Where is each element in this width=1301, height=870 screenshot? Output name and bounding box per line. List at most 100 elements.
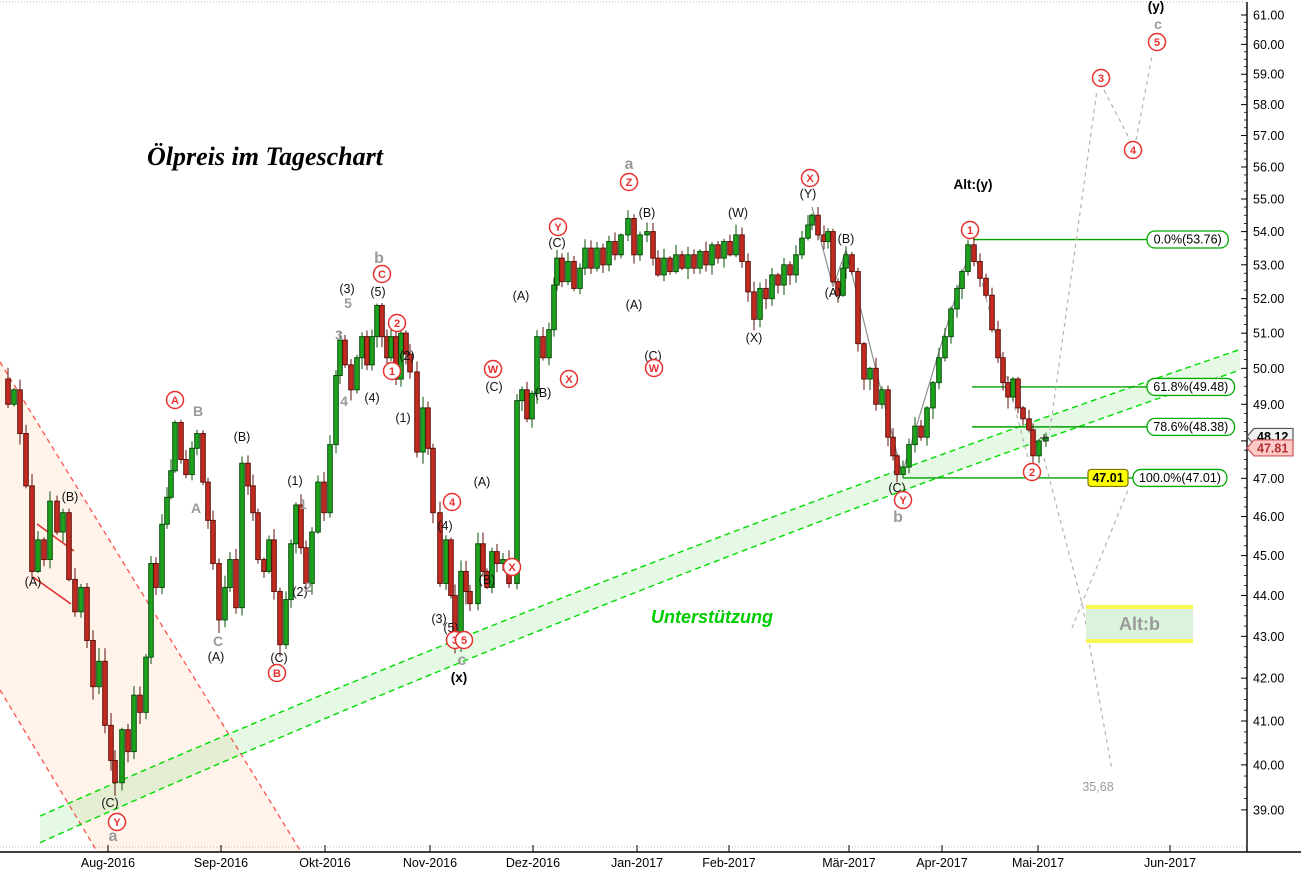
svg-text:A: A (191, 500, 201, 516)
wave-circle[interactable] (893, 490, 913, 510)
svg-text:(A): (A) (474, 475, 491, 489)
support-channel[interactable] (39, 348, 1241, 844)
wave-circle[interactable] (107, 812, 127, 832)
chart-title-annotation[interactable]: Ölpreis im Tageschart (147, 142, 383, 171)
fib-label-box[interactable] (1146, 417, 1236, 437)
candle (261, 559, 267, 572)
wave-circle[interactable] (644, 358, 664, 378)
svg-text:5: 5 (461, 635, 467, 647)
wave-circle[interactable] (800, 168, 820, 188)
candle (1015, 378, 1021, 409)
candle (965, 244, 971, 273)
svg-text:5: 5 (1154, 37, 1160, 49)
svg-text:Y: Y (899, 495, 907, 507)
candle (1036, 440, 1042, 457)
candle (879, 389, 885, 405)
candle (655, 257, 661, 276)
svg-text:(A): (A) (25, 575, 42, 589)
svg-text:(C): (C) (548, 236, 565, 250)
candle (407, 353, 413, 373)
candle (250, 485, 256, 514)
text-annotations[interactable]: Unterstützung 35,68 (651, 434, 1114, 794)
wave-circle[interactable] (165, 390, 185, 410)
y-tick-label: 58.00 (1253, 98, 1284, 112)
svg-text:4: 4 (340, 393, 348, 409)
svg-text:(W): (W) (728, 206, 748, 220)
y-tick-label: 57.00 (1253, 129, 1284, 143)
candle (96, 660, 102, 688)
wave-labels-black[interactable]: (B) (A) (C) (B) (A) (C) (1) (2) (3) (5) (4) (2) (1) (… (25, 0, 1165, 810)
y-tick-label: 61.00 (1253, 9, 1284, 23)
y-tick-label: 55.00 (1253, 192, 1284, 206)
candle (271, 539, 277, 592)
candle (577, 267, 583, 289)
svg-text:W: W (649, 363, 660, 375)
candle (906, 444, 912, 468)
alt-b-scenario-box[interactable]: Alt:b (1086, 605, 1193, 643)
candle (977, 260, 983, 279)
candle (78, 586, 84, 613)
candle (458, 570, 464, 642)
wave-circle[interactable] (960, 220, 980, 240)
candle (354, 357, 360, 391)
wave-circle[interactable] (387, 313, 407, 333)
wave-circle[interactable] (442, 492, 462, 512)
wave-circle[interactable] (1091, 68, 1111, 88)
y-tick-label: 60.00 (1253, 38, 1284, 52)
candle (222, 586, 228, 621)
target-price-text: 35,68 (1082, 780, 1113, 794)
candle (303, 547, 309, 584)
fib-label-box[interactable] (1146, 377, 1236, 397)
svg-text:b: b (893, 509, 903, 526)
svg-text:47.81: 47.81 (1257, 441, 1288, 455)
wave-circle[interactable] (1147, 32, 1167, 52)
svg-text:Alt:b: Alt:b (1119, 614, 1160, 634)
candle (414, 371, 420, 453)
wave-circle[interactable] (483, 359, 503, 379)
wave-labels-red-circled[interactable]: YABC12435WXYXZWXY12345 (107, 32, 1167, 832)
wave-circle[interactable] (619, 172, 639, 192)
y-tick-label: 46.00 (1253, 510, 1284, 524)
candle (448, 539, 454, 597)
candle (463, 570, 469, 592)
candle (159, 523, 165, 588)
wave-circle[interactable] (372, 264, 392, 284)
candle (661, 257, 667, 276)
fib-level-labels[interactable]: 0.0%(53.76) 61.8%(49.48) 78.6%(48.38) 100.0… (1087, 230, 1236, 488)
candle (524, 389, 530, 420)
wave-circle[interactable] (267, 663, 287, 683)
candle (519, 389, 525, 402)
wave-circle[interactable] (559, 369, 579, 389)
candle (989, 294, 995, 331)
candle (890, 436, 896, 457)
svg-text:(A): (A) (513, 289, 530, 303)
candle (769, 274, 775, 300)
price-target-box[interactable] (1087, 468, 1129, 488)
y-tick-label: 43.00 (1253, 630, 1284, 644)
y-tick-label: 47.00 (1253, 472, 1284, 486)
fib-label-box[interactable] (1146, 230, 1229, 249)
wave-circle[interactable] (382, 361, 402, 381)
svg-text:X: X (565, 374, 573, 386)
fib-label-box[interactable] (1132, 468, 1228, 488)
candle (733, 234, 739, 256)
candle (855, 271, 861, 345)
bear-channel[interactable] (0, 361, 311, 868)
svg-text:1: 1 (389, 366, 395, 378)
wave-circle[interactable] (1123, 140, 1143, 160)
candle (288, 543, 294, 601)
candle (194, 433, 200, 449)
wave-circle[interactable] (454, 630, 474, 650)
candle (60, 512, 66, 533)
candle (293, 504, 299, 545)
candle (540, 336, 546, 359)
candle (168, 470, 174, 498)
wave-circle[interactable] (548, 217, 568, 237)
y-tick-label: 53.00 (1253, 258, 1284, 272)
wave-circle[interactable] (502, 557, 522, 577)
wave-circle[interactable] (1022, 462, 1042, 482)
